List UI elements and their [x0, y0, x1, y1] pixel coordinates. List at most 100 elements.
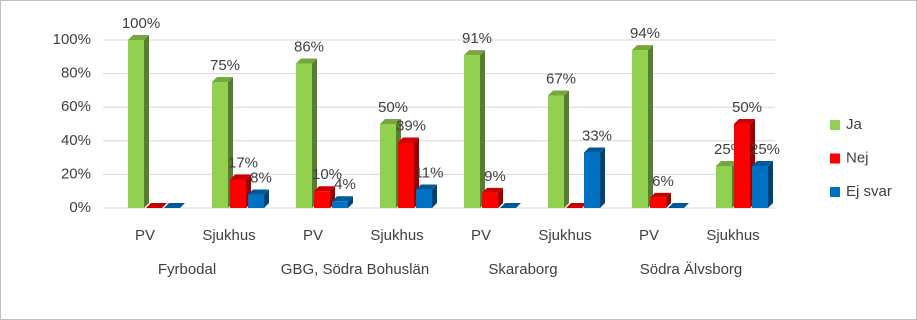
- bar-top: [380, 119, 401, 124]
- bar: [632, 50, 648, 208]
- legend-label: Ja: [846, 116, 863, 133]
- value-label: 94%: [630, 25, 660, 42]
- x-tick-label: Sjukhus: [706, 227, 759, 244]
- value-label: 86%: [294, 38, 324, 55]
- value-label: 9%: [484, 168, 506, 185]
- bar-top: [584, 147, 605, 153]
- bar-top: [416, 184, 437, 190]
- value-label: 6%: [652, 173, 674, 190]
- bar: [380, 124, 396, 208]
- bar: [716, 166, 732, 208]
- value-label: 25%: [750, 141, 780, 158]
- y-tick-label: 60%: [61, 98, 91, 115]
- bar: [548, 95, 564, 208]
- y-tick-label: 80%: [61, 65, 91, 82]
- bar: [332, 201, 348, 208]
- bar-top: [716, 161, 737, 166]
- bar-top: [464, 50, 485, 56]
- bar-top: [332, 196, 353, 202]
- bar-top: [482, 187, 503, 193]
- x-tick-label: Sjukhus: [202, 227, 255, 244]
- value-label: 91%: [462, 30, 492, 47]
- legend-label: Ej svar: [846, 183, 892, 200]
- bar-top: [128, 35, 149, 40]
- legend-swatch: [830, 187, 840, 197]
- value-label: 100%: [122, 15, 160, 32]
- bar: [314, 191, 330, 208]
- value-label: 50%: [732, 99, 762, 116]
- value-label: 67%: [546, 70, 576, 87]
- bar: [464, 55, 480, 209]
- bar-side: [648, 45, 653, 208]
- value-label: 4%: [334, 176, 356, 193]
- bar-top: [650, 192, 671, 198]
- bar-top: [296, 58, 317, 64]
- bar-top: [398, 137, 419, 143]
- value-label: 8%: [250, 170, 272, 187]
- value-label: 17%: [228, 154, 258, 171]
- bar: [128, 40, 144, 208]
- bar: [230, 179, 246, 208]
- value-label: 50%: [378, 99, 408, 116]
- bar-top: [314, 186, 335, 192]
- bar-top: [566, 203, 587, 208]
- bar: [752, 166, 768, 208]
- legend-swatch: [830, 120, 840, 130]
- bar-side: [564, 90, 569, 208]
- legend-label: Nej: [846, 149, 869, 166]
- bar: [584, 152, 600, 208]
- bar-top: [734, 119, 755, 124]
- bar-side: [348, 196, 353, 208]
- x-tick-label: PV: [303, 227, 323, 244]
- value-label: 11%: [415, 164, 444, 181]
- group-label: GBG, Södra Bohuslän: [280, 261, 430, 278]
- y-tick-label: 20%: [61, 165, 91, 182]
- bar-side: [768, 161, 773, 208]
- group-label: Södra Älvsborg: [639, 261, 743, 278]
- bar: [212, 82, 228, 208]
- bar-top: [212, 77, 233, 82]
- bar-side: [228, 77, 233, 208]
- bar-top: [752, 161, 773, 166]
- legend-swatch: [830, 153, 840, 164]
- x-tick-label: PV: [135, 227, 155, 244]
- group-label: Fyrbodal: [157, 261, 217, 278]
- x-tick-label: PV: [471, 227, 491, 244]
- bar: [650, 197, 666, 208]
- bar-side: [600, 147, 605, 208]
- bar-side: [264, 189, 269, 208]
- y-tick-label: 100%: [53, 31, 91, 48]
- bar-top: [146, 203, 167, 208]
- bar: [248, 194, 264, 208]
- y-tick-label: 0%: [69, 199, 91, 216]
- bar-side: [144, 35, 149, 208]
- bar: [398, 142, 414, 208]
- bar-top: [668, 203, 689, 208]
- bar-top: [632, 45, 653, 51]
- bar-top: [500, 203, 521, 208]
- bar-side: [312, 58, 317, 208]
- bar-top: [548, 90, 569, 96]
- x-tick-label: Sjukhus: [538, 227, 591, 244]
- bar-side: [498, 187, 503, 208]
- bar-side: [432, 184, 437, 208]
- value-label: 75%: [210, 57, 240, 74]
- value-label: 10%: [312, 166, 342, 183]
- bar: [416, 189, 432, 208]
- bar: [734, 124, 750, 208]
- bar-top: [164, 203, 185, 208]
- y-tick-label: 40%: [61, 132, 91, 149]
- group-label: Skaraborg: [488, 261, 558, 278]
- bar-side: [666, 192, 671, 208]
- bar: [482, 192, 498, 208]
- bar-side: [480, 50, 485, 209]
- bar: [296, 63, 312, 208]
- value-label: 33%: [582, 128, 612, 145]
- value-label: 39%: [396, 117, 426, 134]
- x-tick-label: Sjukhus: [370, 227, 423, 244]
- bar-top: [248, 189, 269, 195]
- x-tick-label: PV: [639, 227, 659, 244]
